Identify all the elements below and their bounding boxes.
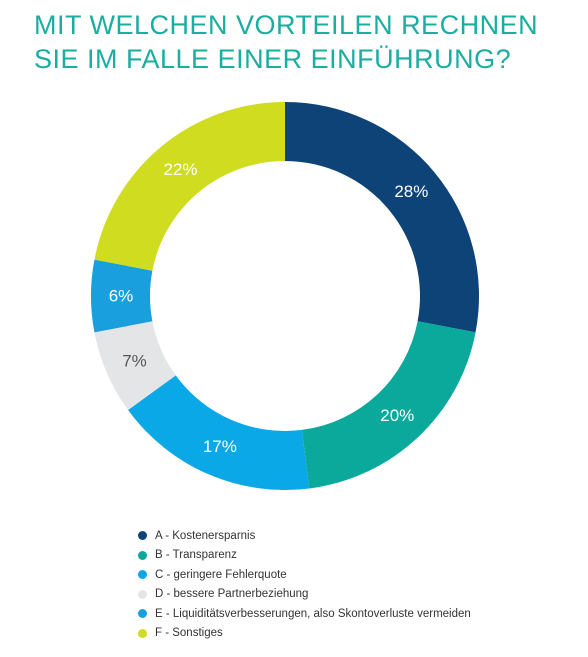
legend-label: C - geringere Fehlerquote bbox=[155, 568, 287, 581]
chart-legend: A - Kostenersparnis B - Transparenz C - ge… bbox=[138, 526, 471, 643]
chart-title-line-1: MIT WELCHEN VORTEILEN RECHNEN bbox=[34, 10, 539, 40]
donut-slice-c bbox=[128, 375, 310, 490]
legend-label: B - Transparenz bbox=[155, 549, 237, 562]
legend-item-b: B - Transparenz bbox=[138, 546, 471, 566]
chart-title: MIT WELCHEN VORTEILEN RECHNEN SIE IM FAL… bbox=[34, 8, 574, 76]
donut-slice-f bbox=[94, 101, 285, 271]
slice-value-label-b: 20% bbox=[380, 406, 414, 425]
legend-label: D - bessere Partnerbeziehung bbox=[155, 588, 309, 601]
legend-item-c: C - geringere Fehlerquote bbox=[138, 565, 471, 585]
slice-value-label-d: 7% bbox=[122, 352, 147, 371]
legend-item-a: A - Kostenersparnis bbox=[138, 526, 471, 546]
legend-item-e: E - Liquiditätsverbesserungen, also Skon… bbox=[138, 604, 471, 624]
legend-swatch bbox=[138, 628, 147, 638]
legend-label: A - Kostenersparnis bbox=[155, 529, 256, 542]
slice-value-label-c: 17% bbox=[203, 437, 237, 456]
donut-slice-d bbox=[94, 321, 176, 411]
legend-item-f: F - Sonstiges bbox=[138, 624, 471, 644]
slice-value-label-f: 22% bbox=[163, 160, 197, 179]
chart-title-line-2: SIE IM FALLE EINER EINFÜHRUNG? bbox=[34, 44, 512, 74]
donut-chart: 28% 20% 17% 7% 6% 22% bbox=[90, 101, 479, 490]
legend-item-d: D - bessere Partnerbeziehung bbox=[138, 585, 471, 605]
legend-swatch bbox=[138, 531, 147, 541]
legend-swatch bbox=[138, 550, 147, 560]
donut-slice-a bbox=[285, 102, 479, 333]
legend-swatch bbox=[138, 609, 147, 619]
donut-slice-b bbox=[301, 321, 476, 489]
slice-value-label-e: 6% bbox=[109, 287, 134, 306]
slice-value-label-a: 28% bbox=[394, 182, 428, 201]
legend-label: E - Liquiditätsverbesserungen, also Skon… bbox=[155, 607, 471, 620]
legend-label: F - Sonstiges bbox=[155, 627, 223, 640]
legend-swatch bbox=[138, 570, 147, 580]
legend-swatch bbox=[138, 589, 147, 599]
donut-slice-e bbox=[90, 259, 153, 333]
